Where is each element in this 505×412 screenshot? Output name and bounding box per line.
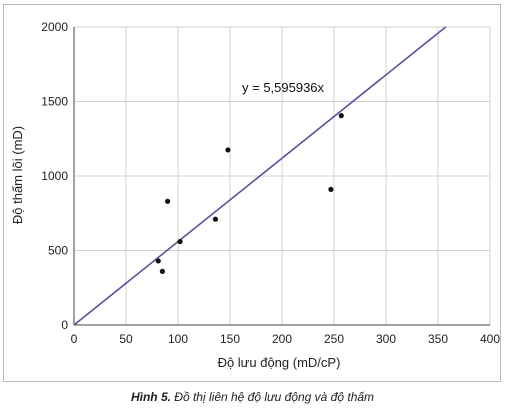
trendline-equation: y = 5,595936x [242,80,325,95]
y-tick-label: 1500 [41,95,68,109]
y-tick-labels: 0 500 1000 1500 2000 [41,20,68,332]
data-point [177,238,183,245]
x-tick-label: 300 [376,332,396,346]
y-tick-label: 500 [48,244,68,258]
chart-frame: 0 50 100 150 200 250 300 350 400 0 500 1000 1500 200… [3,4,501,382]
caption-text: Đồ thị liên hệ độ lưu động và độ thấm [170,390,375,404]
data-point [165,198,171,204]
scatter-chart: 0 50 100 150 200 250 300 350 400 0 500 1000 1500 200… [10,20,500,370]
data-points [155,113,344,274]
figure-caption: Hình 5. Đồ thị liên hệ độ lưu động và độ… [0,390,505,404]
y-tick-label: 1000 [41,169,68,183]
x-axis-label: Độ lưu động (mD/cP) [218,355,341,370]
caption-lead: Hình 5. [130,390,171,404]
data-point [225,147,231,153]
trendline [73,26,447,326]
x-tick-label: 50 [119,332,133,346]
data-point [212,216,219,222]
x-tick-label: 0 [71,332,78,346]
y-axis-label: Độ thấm lõi (mD) [10,126,25,224]
x-tick-labels: 0 50 100 150 200 250 300 350 400 [71,332,500,346]
x-tick-label: 400 [480,332,500,346]
data-point [155,258,161,264]
x-tick-label: 200 [272,332,292,346]
y-tick-label: 2000 [41,20,68,34]
x-tick-label: 150 [220,332,240,346]
data-point [159,268,165,274]
axes [73,27,490,326]
data-point [338,113,344,119]
trendline-group [73,26,447,326]
grid-lines [73,26,491,326]
x-tick-label: 250 [324,332,344,346]
x-tick-label: 100 [168,332,188,346]
x-tick-label: 350 [428,332,448,346]
data-point [328,186,334,193]
y-tick-label: 0 [61,318,68,332]
